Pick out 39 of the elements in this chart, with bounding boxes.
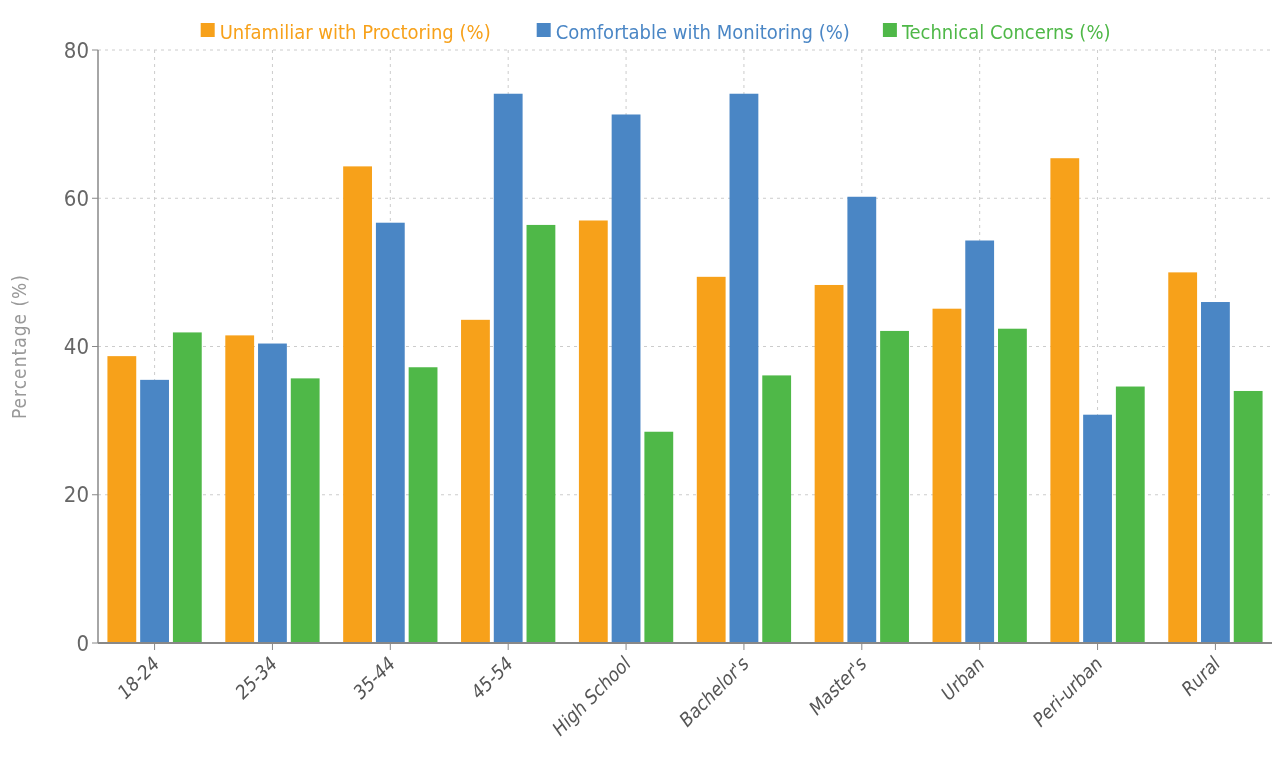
y-tick-label: 40 bbox=[63, 334, 89, 360]
bar bbox=[1201, 302, 1230, 643]
bar bbox=[1168, 272, 1198, 643]
bar bbox=[140, 379, 169, 643]
y-tick-label: 80 bbox=[63, 37, 89, 63]
bar bbox=[1115, 386, 1145, 643]
bar bbox=[644, 431, 674, 643]
bar bbox=[408, 367, 438, 643]
y-tick-label: 0 bbox=[76, 630, 89, 656]
y-tick-label: 20 bbox=[63, 482, 89, 508]
bar bbox=[611, 114, 641, 643]
bar bbox=[696, 276, 726, 643]
bar bbox=[1083, 414, 1112, 643]
legend-label: Technical Concerns (%) bbox=[900, 20, 1111, 44]
bar bbox=[107, 356, 137, 643]
bar bbox=[1233, 390, 1263, 643]
bar bbox=[578, 220, 608, 643]
bar bbox=[461, 319, 490, 643]
bar bbox=[1050, 158, 1080, 643]
bar bbox=[965, 240, 995, 643]
y-axis-title: Percentage (%) bbox=[8, 273, 30, 420]
bar bbox=[932, 308, 962, 643]
bar bbox=[729, 93, 759, 643]
legend-label: Unfamiliar with Proctoring (%) bbox=[219, 20, 491, 44]
legend-label: Comfortable with Monitoring (%) bbox=[555, 20, 850, 44]
bar bbox=[290, 378, 320, 643]
bar bbox=[762, 375, 792, 643]
bar bbox=[258, 343, 287, 643]
bar bbox=[847, 196, 877, 643]
bar bbox=[814, 284, 844, 643]
bar bbox=[225, 335, 255, 643]
y-tick-label: 60 bbox=[63, 185, 89, 211]
bar bbox=[493, 93, 523, 643]
bar bbox=[998, 328, 1027, 643]
bar bbox=[526, 224, 556, 643]
bar bbox=[880, 330, 909, 643]
bar bbox=[375, 222, 405, 643]
bar bbox=[343, 166, 372, 643]
bar bbox=[172, 332, 202, 643]
